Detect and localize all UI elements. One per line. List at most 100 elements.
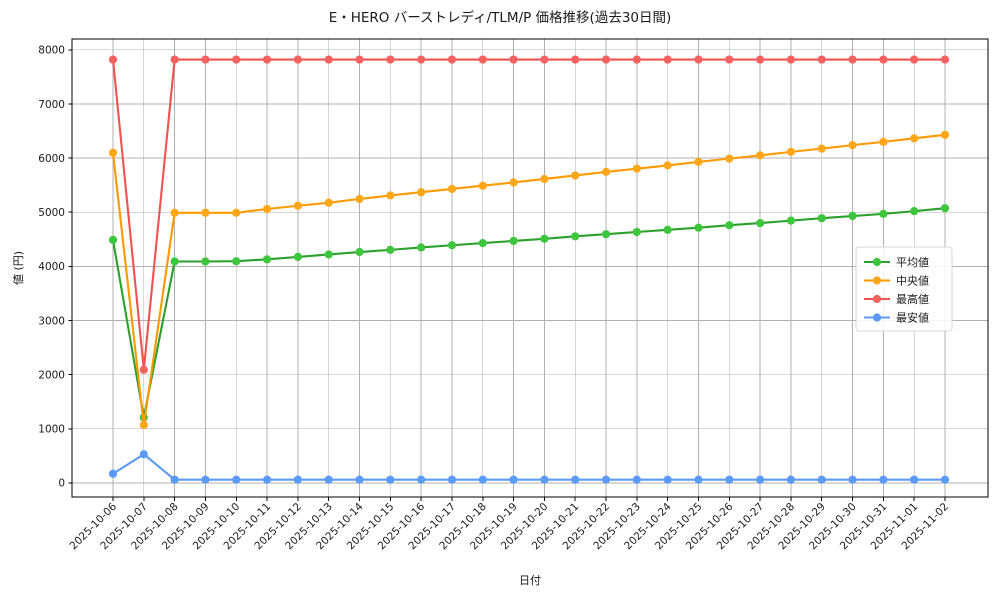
- data-point-marker: [940, 130, 950, 139]
- data-point-marker: [571, 232, 580, 241]
- y-tick-label: 2000: [38, 369, 65, 381]
- y-tick-label: 1000: [38, 424, 65, 436]
- data-point-marker: [663, 475, 672, 484]
- legend-item-最高値[interactable]: 最高値: [864, 292, 929, 306]
- data-point-marker: [910, 207, 919, 216]
- data-point-marker: [355, 247, 364, 257]
- data-point-marker: [540, 475, 549, 484]
- data-point-marker: [817, 55, 826, 64]
- data-point-marker: [232, 257, 241, 266]
- data-point-marker: [694, 157, 703, 166]
- data-point-marker: [725, 154, 734, 163]
- y-axis-ticks: 0 1000 2000 3000 4000 5000 6000 7000 8000: [38, 45, 72, 490]
- data-point-marker: [262, 255, 272, 264]
- data-point-marker: [756, 475, 765, 484]
- data-point-marker: [879, 475, 888, 484]
- legend-marker-swatch: [872, 313, 882, 322]
- data-point-marker: [756, 151, 765, 160]
- data-point-marker: [910, 134, 919, 143]
- data-series-layer: [108, 55, 950, 484]
- data-point-marker: [478, 475, 487, 484]
- data-point-marker: [386, 191, 395, 200]
- legend-marker-swatch: [872, 294, 882, 304]
- chart-title: E・HERO バーストレディ/TLM/P 価格推移(過去30日間): [329, 9, 672, 26]
- data-point-marker: [447, 475, 457, 484]
- data-point-marker: [201, 475, 210, 484]
- data-point-marker: [417, 475, 426, 484]
- data-point-marker: [786, 55, 796, 64]
- data-point-marker: [940, 475, 950, 484]
- legend-item-最安値[interactable]: 最安値: [864, 311, 929, 325]
- data-point-marker: [756, 55, 765, 64]
- data-point-marker: [725, 475, 734, 484]
- data-point-marker: [571, 475, 580, 484]
- data-point-marker: [540, 234, 549, 243]
- data-point-marker: [262, 55, 272, 64]
- legend-background: [855, 246, 953, 332]
- data-point-marker: [632, 227, 641, 237]
- data-point-marker: [694, 55, 703, 64]
- data-point-marker: [848, 55, 857, 64]
- legend-label: 最安値: [896, 311, 929, 325]
- data-point-marker: [786, 475, 796, 484]
- data-point-marker: [108, 469, 118, 478]
- data-point-marker: [262, 204, 272, 214]
- data-point-marker: [786, 216, 796, 225]
- data-point-marker: [879, 137, 888, 146]
- data-point-marker: [108, 55, 118, 64]
- data-point-marker: [478, 238, 487, 248]
- data-point-marker: [694, 475, 703, 484]
- data-point-marker: [817, 475, 826, 484]
- data-point-marker: [663, 161, 672, 170]
- data-point-marker: [786, 147, 796, 156]
- data-point-marker: [540, 174, 549, 184]
- data-point-marker: [201, 55, 210, 64]
- data-point-marker: [725, 221, 734, 230]
- data-point-marker: [324, 198, 333, 207]
- data-point-marker: [879, 55, 888, 64]
- data-point-marker: [663, 55, 672, 64]
- data-point-marker: [293, 201, 302, 210]
- data-point-marker: [756, 218, 765, 228]
- data-point-marker: [694, 223, 703, 232]
- data-point-marker: [139, 450, 148, 459]
- data-point-marker: [139, 365, 148, 374]
- data-point-marker: [509, 178, 518, 187]
- legend-item-平均値[interactable]: 平均値: [864, 256, 929, 269]
- data-point-marker: [447, 55, 457, 64]
- data-point-marker: [293, 475, 302, 484]
- legend-marker-swatch: [872, 276, 882, 285]
- data-point-marker: [201, 257, 210, 266]
- data-point-marker: [848, 211, 857, 221]
- data-point-marker: [848, 475, 857, 484]
- data-point-marker: [601, 230, 611, 239]
- data-point-marker: [324, 475, 333, 484]
- series-2: [108, 55, 950, 374]
- data-point-marker: [170, 475, 179, 484]
- data-point-marker: [663, 225, 672, 234]
- data-point-marker: [632, 475, 641, 484]
- data-point-marker: [540, 55, 549, 64]
- data-point-marker: [571, 55, 580, 64]
- legend-item-中央値[interactable]: 中央値: [864, 275, 929, 288]
- data-point-marker: [817, 144, 826, 153]
- data-point-marker: [910, 55, 919, 64]
- y-tick-label: 6000: [38, 153, 65, 165]
- data-point-marker: [417, 55, 426, 64]
- series-3: [108, 450, 950, 484]
- data-point-marker: [417, 188, 426, 197]
- data-point-marker: [817, 214, 826, 223]
- series-line: [111, 207, 947, 419]
- y-tick-label: 0: [58, 478, 65, 490]
- data-point-marker: [509, 236, 518, 246]
- data-point-marker: [509, 475, 518, 484]
- data-point-marker: [632, 164, 641, 173]
- data-point-marker: [601, 55, 611, 64]
- data-point-marker: [601, 167, 611, 177]
- y-tick-label: 3000: [38, 315, 65, 327]
- data-point-marker: [232, 55, 241, 64]
- data-point-marker: [355, 194, 364, 204]
- data-point-marker: [417, 243, 426, 252]
